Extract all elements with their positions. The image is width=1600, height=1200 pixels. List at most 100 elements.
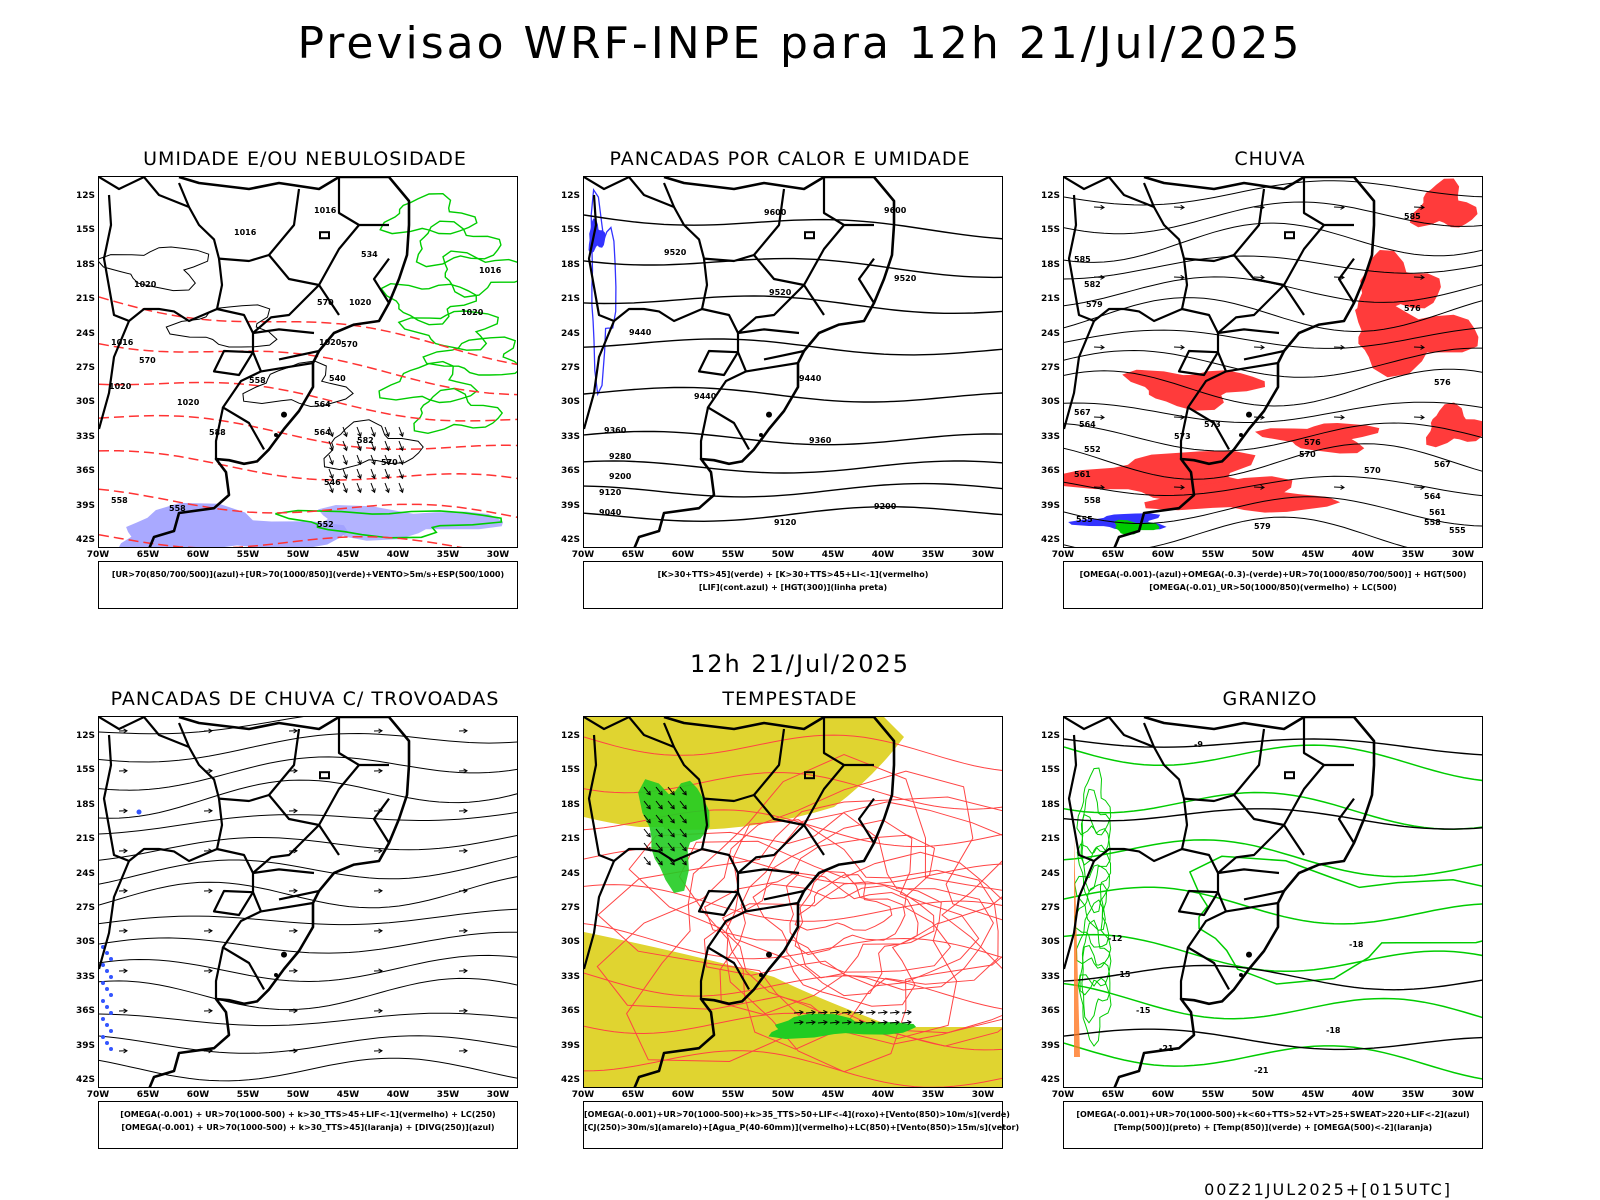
wind-vector: [1253, 344, 1265, 350]
contour-label: 9360: [809, 436, 832, 445]
contour-label: 582: [357, 436, 374, 445]
wind-vector: [679, 800, 687, 810]
lat-tick-label: 33S: [560, 431, 580, 442]
wind-vector: [203, 928, 213, 934]
wind-vector: [342, 482, 348, 494]
lon-tick-label: 60W: [186, 1090, 210, 1100]
wind-vector: [328, 482, 334, 494]
legend-line: [UR>70(850/700/500)](azul)+[UR>70(1000/8…: [111, 570, 505, 579]
wind-vector: [118, 808, 128, 814]
wind-vector: [805, 1009, 816, 1015]
wind-vector: [203, 808, 213, 814]
wind-vector: [643, 828, 651, 838]
wind-vector: [1173, 204, 1185, 210]
lon-tick-label: 30W: [971, 1090, 995, 1100]
wind-vector: [342, 440, 348, 452]
lat-tick-label: 24S: [560, 328, 580, 339]
lon-tick-label: 40W: [871, 1090, 895, 1100]
legend-box: [OMEGA(-0.001)-(azul)+OMEGA(-0.3)-(verde…: [1063, 561, 1483, 609]
lat-tick-label: 21S: [1040, 294, 1060, 305]
contour-label: 1016: [111, 338, 134, 347]
legend-line: [LIF](cont.azul) + [HGT(300)](linha pret…: [698, 583, 888, 592]
wind-vector: [328, 454, 334, 466]
wind-vector: [877, 1009, 888, 1015]
panel-umidade-e-ou-nebulosidade: UMIDADE E/OU NEBULOSIDADE 12S 15S 18S 21S 24S…: [55, 148, 555, 638]
lat-tick-label: 30S: [1040, 937, 1060, 948]
lat-tick-label: 39S: [1040, 500, 1060, 511]
map-plot: 9600 9600 9520 9520 9520 9440 9440 9440 9360 9360…: [584, 177, 1002, 547]
wind-vector: [118, 848, 128, 854]
contour-label: 9280: [609, 452, 632, 461]
wind-vector: [373, 728, 383, 734]
valid-time-label: 12h 21/Jul/2025: [689, 650, 911, 678]
lat-tick-label: 42S: [560, 535, 580, 545]
wind-vector: [1413, 204, 1425, 210]
lon-tick-label: 65W: [1101, 550, 1125, 560]
wind-vector: [643, 800, 651, 810]
contour-label: 9520: [664, 248, 687, 257]
legend-box: [OMEGA(-0.001) + UR>70(1000-500) + k>30_…: [98, 1101, 518, 1149]
wind-vector: [1333, 204, 1345, 210]
lon-tick-label: 60W: [671, 1090, 695, 1100]
contour-label: 552: [1084, 445, 1101, 454]
lat-tick-label: 30S: [560, 397, 580, 408]
contour-label: 567: [1074, 408, 1091, 417]
wind-vector: [679, 786, 687, 796]
wind-vector: [901, 1019, 912, 1025]
lon-tick-label: 30W: [486, 550, 510, 560]
contour-label: 567: [1434, 460, 1451, 469]
wind-vector: [643, 786, 651, 796]
lon-tick-label: 70W: [86, 550, 110, 560]
wind-vector: [328, 426, 334, 438]
wind-vector: [458, 848, 468, 854]
lat-tick-label: 27S: [75, 903, 95, 913]
wind-vector: [667, 814, 675, 824]
wind-vector: [384, 468, 390, 480]
wind-vector: [398, 440, 404, 452]
lat-tick-label: 27S: [560, 903, 580, 913]
lat-tick-label: 36S: [560, 1006, 580, 1017]
wind-vector: [1333, 344, 1345, 350]
wind-vector: [1333, 414, 1345, 420]
lat-tick-label: 18S: [560, 799, 580, 810]
wind-vector: [342, 454, 348, 466]
contour-label: -9: [1194, 740, 1203, 749]
wind-vector: [356, 468, 362, 480]
wind-vector: [1253, 274, 1265, 280]
contour-label: 1020: [349, 298, 372, 307]
contour-label: 9200: [609, 472, 632, 481]
lon-tick-label: 30W: [1451, 550, 1475, 560]
lat-tick-label: 33S: [75, 971, 95, 982]
wind-vector: [458, 1008, 468, 1014]
lat-tick-label: 36S: [1040, 1006, 1060, 1017]
lon-tick-label: 65W: [621, 1090, 645, 1100]
wind-vector: [655, 800, 663, 810]
lat-tick-label: 18S: [1040, 799, 1060, 810]
lon-tick-label: 35W: [436, 550, 460, 560]
contour-label: 576: [1434, 378, 1451, 387]
wind-vector: [356, 440, 362, 452]
lat-tick-label: 15S: [560, 225, 580, 236]
lon-tick-label: 30W: [486, 1090, 510, 1100]
wind-vector: [1173, 484, 1185, 490]
contour-label: 546: [324, 478, 341, 487]
contour-label: 1020: [109, 382, 132, 391]
wind-vector: [793, 1019, 804, 1025]
wind-vector: [118, 888, 128, 894]
wind-vector: [203, 1008, 213, 1014]
wind-vector: [458, 968, 468, 974]
contour-label: -15: [1116, 970, 1131, 979]
lon-tick-label: 30W: [1451, 1090, 1475, 1100]
panel-tempestade: TEMPESTADE 12S 15S 18S 21S 24S 27S 30S 33S 36S 39S…: [540, 688, 1040, 1178]
lon-tick-label: 35W: [436, 1090, 460, 1100]
wind-vector: [203, 968, 213, 974]
lat-tick-label: 30S: [75, 397, 95, 408]
wind-vector: [1333, 484, 1345, 490]
panel-title: TEMPESTADE: [722, 688, 858, 710]
map-frame: [98, 716, 518, 1088]
lon-tick-label: 70W: [1051, 550, 1075, 560]
lon-tick-label: 45W: [1301, 550, 1325, 560]
contour-label: 564: [1424, 492, 1441, 501]
lon-tick-label: 50W: [771, 1090, 795, 1100]
